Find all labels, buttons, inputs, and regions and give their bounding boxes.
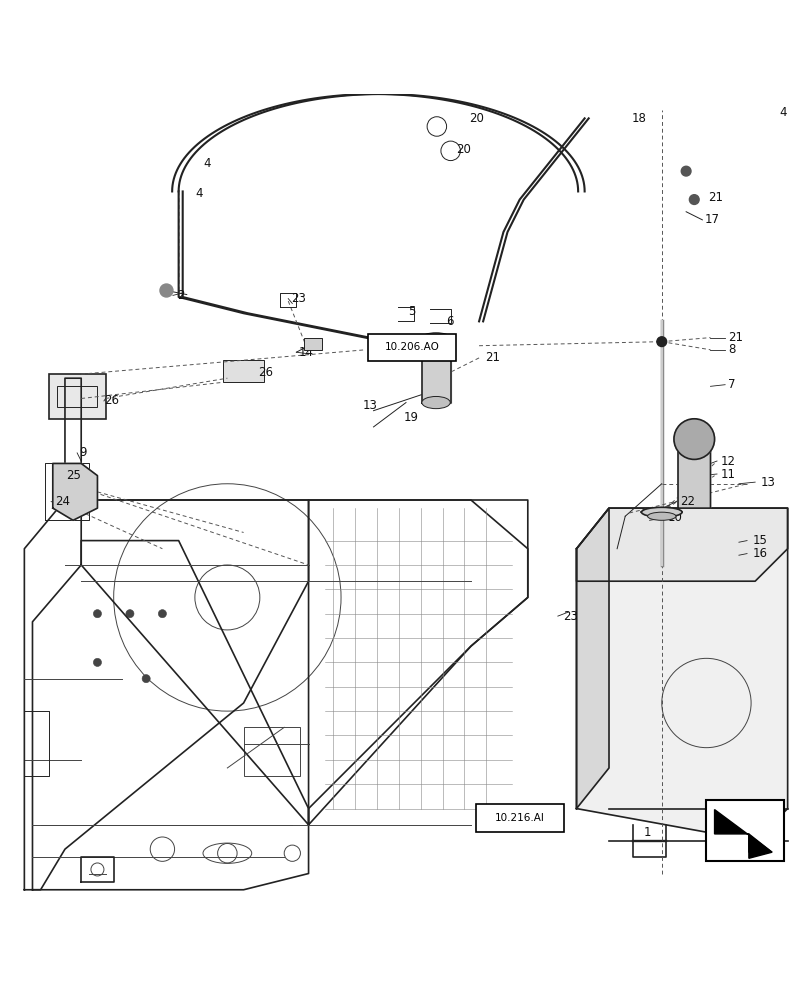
Polygon shape xyxy=(576,508,608,809)
Polygon shape xyxy=(576,508,787,581)
Text: 10: 10 xyxy=(667,511,681,524)
Text: 11: 11 xyxy=(719,468,734,481)
Text: 26: 26 xyxy=(104,394,118,407)
Text: 7: 7 xyxy=(727,378,735,391)
Circle shape xyxy=(158,610,166,618)
Text: 14: 14 xyxy=(298,346,313,359)
Circle shape xyxy=(142,675,150,683)
Text: 10.216.AI: 10.216.AI xyxy=(495,813,544,823)
Text: 13: 13 xyxy=(363,399,377,412)
Text: 16: 16 xyxy=(752,547,766,560)
Circle shape xyxy=(93,658,101,666)
Text: 12: 12 xyxy=(719,455,734,468)
Polygon shape xyxy=(576,508,787,841)
Text: 5: 5 xyxy=(408,305,415,318)
Polygon shape xyxy=(677,435,710,508)
Text: 24: 24 xyxy=(55,495,70,508)
Text: 21: 21 xyxy=(707,191,722,204)
Polygon shape xyxy=(422,338,450,403)
Text: 4: 4 xyxy=(195,187,202,200)
Text: 4: 4 xyxy=(779,106,786,119)
Polygon shape xyxy=(714,810,771,852)
Text: 21: 21 xyxy=(484,351,499,364)
Text: 20: 20 xyxy=(456,143,470,156)
Circle shape xyxy=(93,610,101,618)
Text: 2: 2 xyxy=(177,289,184,302)
Text: 19: 19 xyxy=(403,411,418,424)
Ellipse shape xyxy=(422,396,449,409)
Text: 21: 21 xyxy=(727,331,742,344)
Text: 25: 25 xyxy=(67,469,81,482)
FancyBboxPatch shape xyxy=(367,334,456,361)
Bar xyxy=(304,338,322,350)
Text: 17: 17 xyxy=(704,213,719,226)
Bar xyxy=(243,727,300,776)
Circle shape xyxy=(689,195,698,204)
Ellipse shape xyxy=(641,507,681,517)
Ellipse shape xyxy=(422,333,449,342)
Text: 10.206.AO: 10.206.AO xyxy=(384,342,439,352)
Text: 23: 23 xyxy=(290,292,305,305)
Polygon shape xyxy=(53,463,97,520)
Text: 13: 13 xyxy=(760,476,775,489)
Bar xyxy=(223,360,264,382)
Text: 3: 3 xyxy=(427,344,435,357)
Text: 18: 18 xyxy=(631,112,646,125)
Bar xyxy=(57,386,97,407)
Circle shape xyxy=(126,610,134,618)
Text: 22: 22 xyxy=(679,495,693,508)
Text: 15: 15 xyxy=(752,534,766,547)
Ellipse shape xyxy=(646,512,675,520)
Text: 8: 8 xyxy=(727,343,735,356)
Text: 9: 9 xyxy=(79,446,87,459)
Text: 1: 1 xyxy=(643,826,650,839)
FancyBboxPatch shape xyxy=(475,804,564,832)
Circle shape xyxy=(680,166,690,176)
Circle shape xyxy=(656,337,666,347)
Text: 23: 23 xyxy=(562,610,577,623)
Bar xyxy=(706,800,783,861)
Circle shape xyxy=(673,419,714,459)
Text: 4: 4 xyxy=(203,157,210,170)
Circle shape xyxy=(160,284,173,297)
Bar xyxy=(49,374,105,419)
Text: 20: 20 xyxy=(469,112,483,125)
Text: 26: 26 xyxy=(258,366,272,379)
Polygon shape xyxy=(748,834,771,858)
Text: 6: 6 xyxy=(445,315,453,328)
